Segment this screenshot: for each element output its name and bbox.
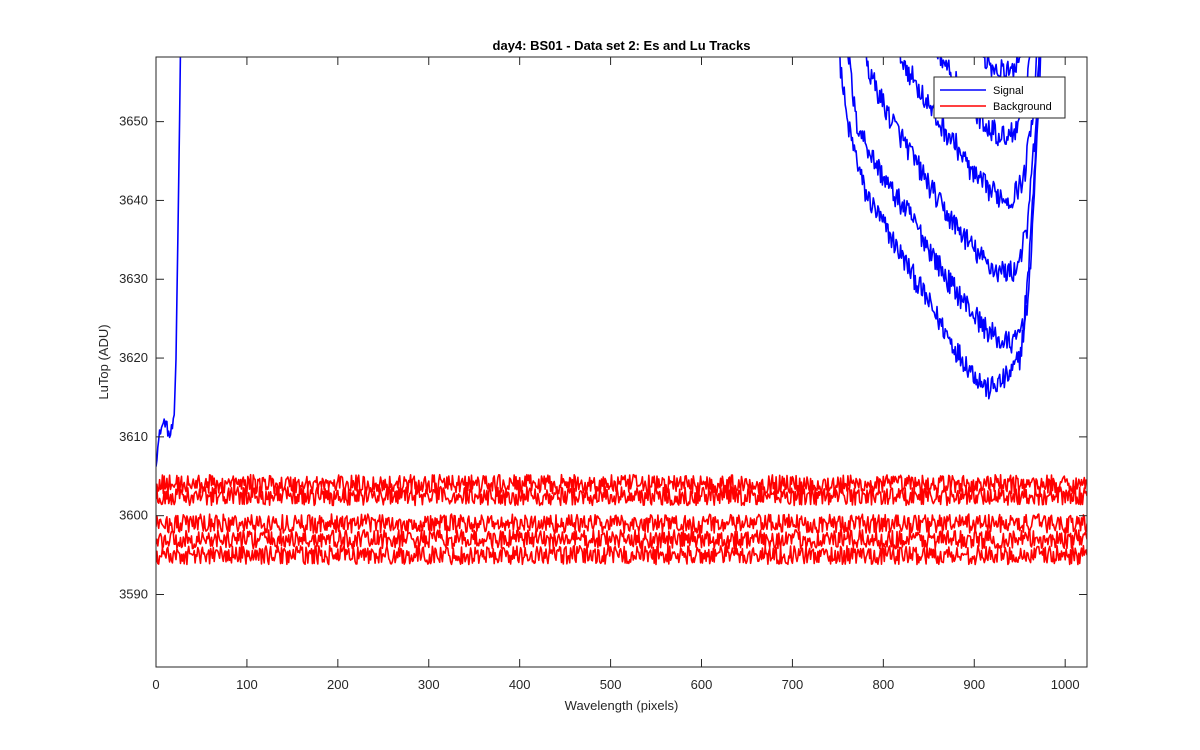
x-tick-label: 0 bbox=[152, 677, 159, 692]
x-axis: 0 100 200 300 400 500 600 700 800 900 1000 bbox=[152, 57, 1080, 692]
x-tick-label: 800 bbox=[872, 677, 894, 692]
y-tick-label: 3630 bbox=[119, 271, 148, 286]
legend: Signal Background bbox=[933, 76, 1066, 119]
x-tick-label: 900 bbox=[963, 677, 985, 692]
signal-series-line bbox=[839, 57, 1042, 400]
signal-series-line bbox=[899, 57, 1038, 210]
x-tick-label: 200 bbox=[327, 677, 349, 692]
legend-label-signal: Signal bbox=[993, 85, 1024, 97]
x-tick-label: 600 bbox=[691, 677, 713, 692]
chart-title: day4: BS01 - Data set 2: Es and Lu Track… bbox=[493, 38, 751, 53]
y-tick-label: 3650 bbox=[119, 114, 148, 129]
signal-series-line bbox=[865, 57, 1041, 283]
y-tick-label: 3590 bbox=[119, 586, 148, 601]
background-series-line bbox=[156, 513, 1087, 534]
signal-series-line bbox=[936, 57, 1031, 147]
y-tick-label: 3610 bbox=[119, 429, 148, 444]
x-tick-label: 300 bbox=[418, 677, 440, 692]
background-series-line bbox=[156, 544, 1087, 566]
x-tick-label: 100 bbox=[236, 677, 258, 692]
y-tick-label: 3600 bbox=[119, 508, 148, 523]
y-axis: 3590 3600 3610 3620 3630 3640 3650 bbox=[119, 114, 1087, 601]
y-axis-label: LuTop (ADU) bbox=[96, 324, 111, 399]
background-series-line bbox=[156, 473, 1087, 495]
signal-series-line bbox=[847, 57, 1040, 354]
legend-box bbox=[933, 76, 1066, 119]
x-tick-label: 400 bbox=[509, 677, 531, 692]
x-tick-label: 500 bbox=[600, 677, 622, 692]
x-tick-label: 700 bbox=[782, 677, 804, 692]
signal-series-line bbox=[980, 57, 1022, 80]
y-tick-label: 3620 bbox=[119, 350, 148, 365]
plot-frame bbox=[155, 56, 1088, 668]
background-series-line bbox=[156, 485, 1087, 507]
x-tick-label: 1000 bbox=[1051, 677, 1080, 692]
background-series-line bbox=[156, 529, 1087, 550]
y-tick-label: 3640 bbox=[119, 192, 148, 207]
legend-label-background: Background bbox=[993, 101, 1052, 113]
signal-series-line bbox=[156, 57, 182, 467]
x-axis-label: Wavelength (pixels) bbox=[565, 698, 679, 713]
